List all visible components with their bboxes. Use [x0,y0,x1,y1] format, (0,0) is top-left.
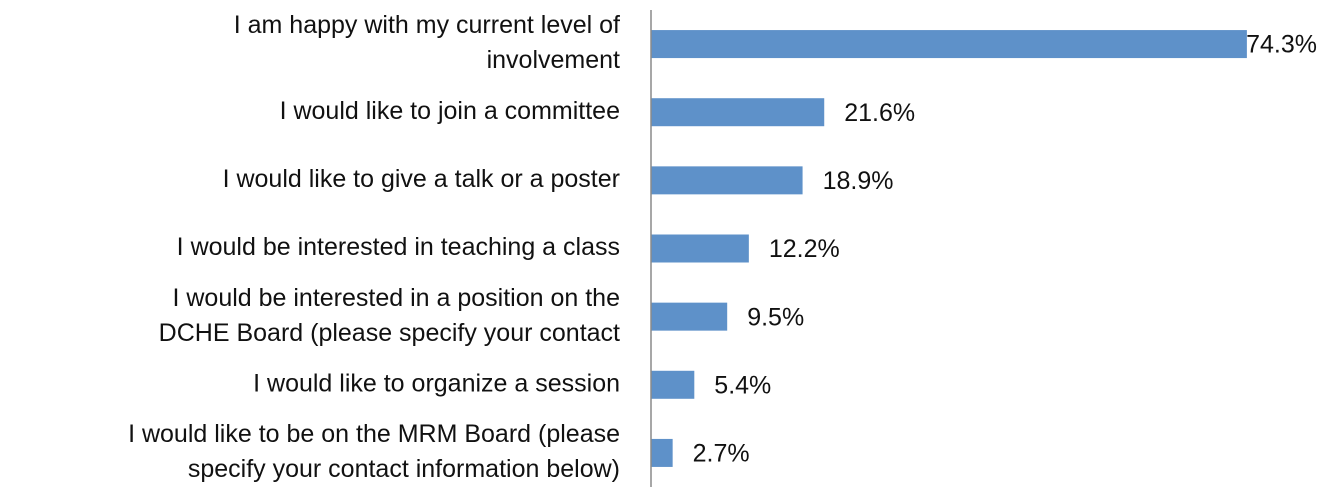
bar [651,302,728,331]
y-tick-label: I would like to be on the MRM Board (ple… [128,420,620,448]
y-tick-label: I would like to join a committee [280,97,620,125]
y-tick-label: I would like to organize a session [253,369,620,397]
y-tick-label: I would like to give a talk or a poster [223,165,620,193]
y-tick-label: I would be interested in a position on t… [172,284,620,312]
bar [651,370,695,399]
data-label: 9.5% [747,303,804,331]
y-tick-label: I am happy with my current level of [234,11,620,39]
data-label: 18.9% [823,167,894,195]
bar [651,234,749,263]
bar [651,30,1247,59]
data-label: 5.4% [714,371,771,399]
y-tick-label: involvement [487,46,620,74]
bar [651,166,803,195]
bar [651,98,825,127]
y-tick-label: DCHE Board (please specify your contact [159,319,620,347]
bar [651,438,673,467]
data-label: 12.2% [769,235,840,263]
y-tick-label: I would be interested in teaching a clas… [177,233,620,261]
y-tick-label: specify your contact information below) [188,455,620,483]
data-label: 21.6% [844,99,915,127]
data-label: 74.3% [1246,31,1317,59]
data-label: 2.7% [693,440,750,468]
